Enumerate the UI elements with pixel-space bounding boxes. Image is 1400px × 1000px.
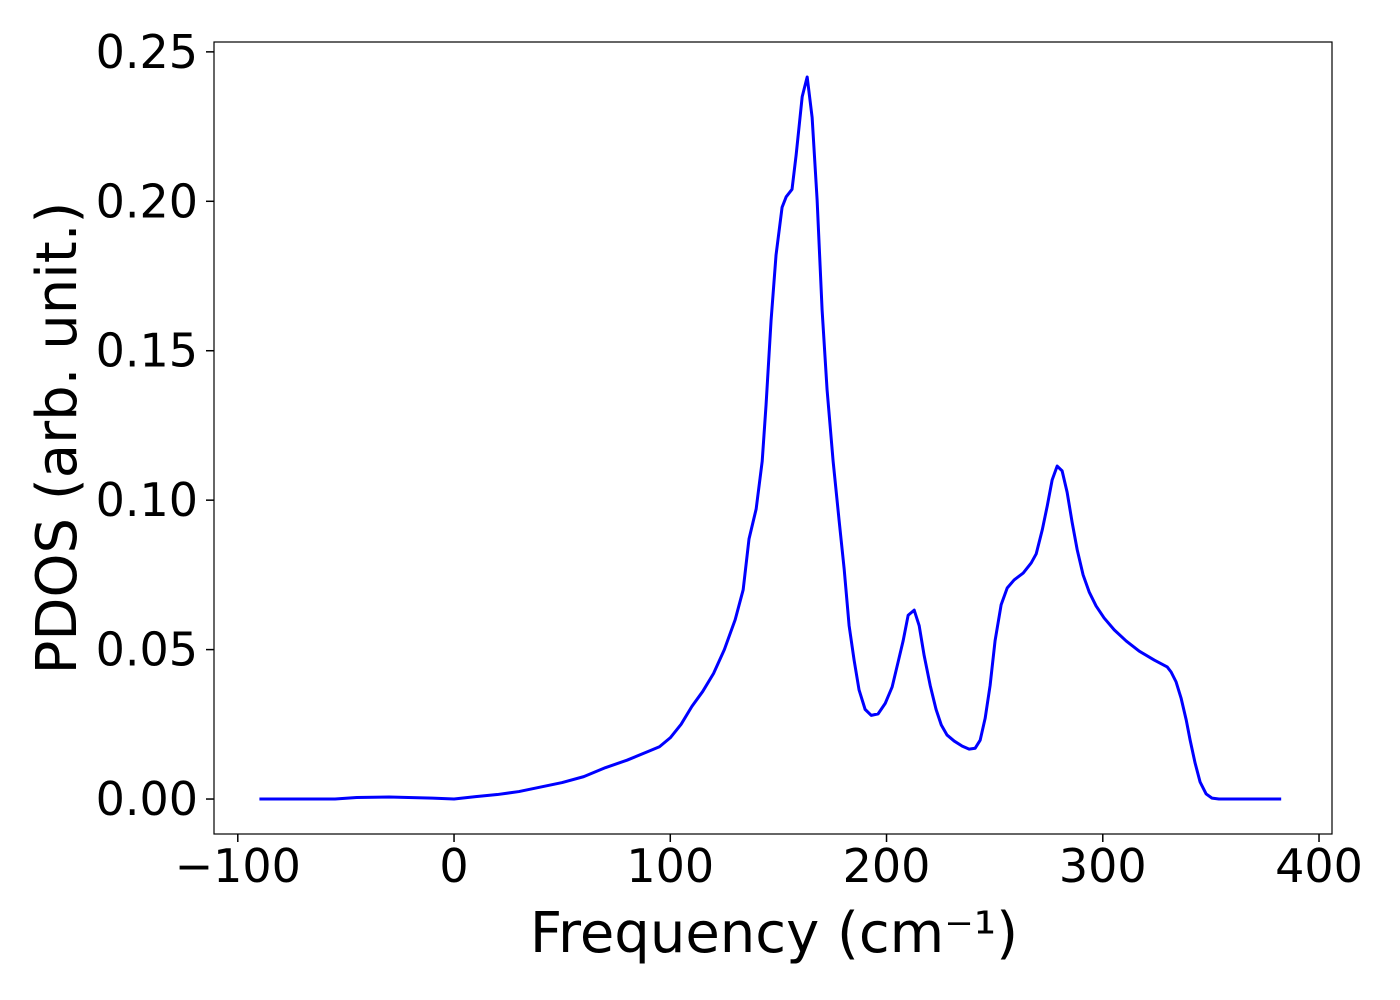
x-tick-label: −100	[175, 839, 301, 893]
x-tick-label: 0	[439, 839, 468, 893]
y-axis-label: PDOS (arb. unit.)	[25, 202, 90, 675]
x-tick-label: 400	[1275, 839, 1363, 893]
y-tick-label: 0.15	[96, 324, 198, 378]
y-tick-label: 0.05	[96, 623, 198, 677]
y-tick-label: 0.10	[96, 473, 198, 527]
plot-frame	[213, 41, 1333, 835]
y-tick-label: 0.00	[96, 772, 198, 826]
x-axis-label: Frequency (cm⁻¹)	[530, 901, 1018, 966]
x-tick-label: 200	[843, 839, 931, 893]
data-line	[259, 75, 1282, 801]
x-tick-label: 300	[1059, 839, 1147, 893]
y-tick-label: 0.20	[96, 174, 198, 228]
x-tick-label: 100	[626, 839, 714, 893]
y-tick-label: 0.25	[96, 25, 198, 79]
